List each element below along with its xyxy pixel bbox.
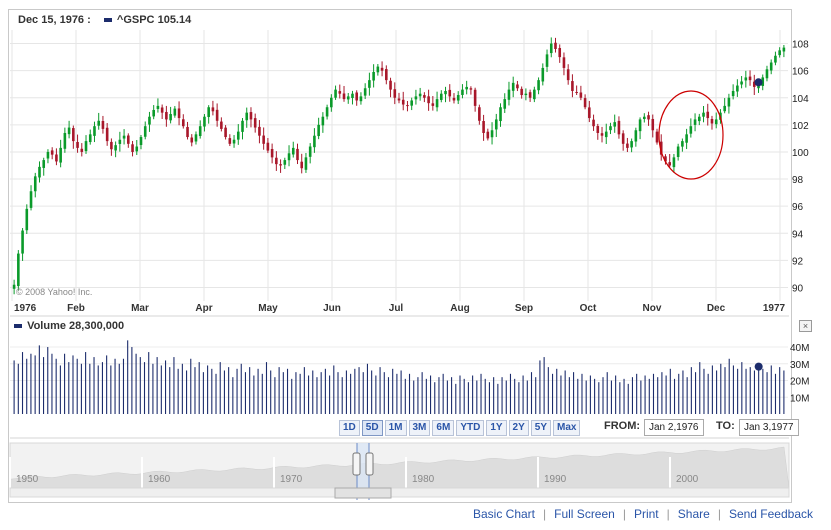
series-symbol: ^GSPC <box>116 14 155 26</box>
footer-separator: | <box>622 507 626 521</box>
footer-link-share[interactable]: Share <box>677 507 710 521</box>
price-y-tick-label: 90 <box>792 283 804 294</box>
footer-link-basic-chart[interactable]: Basic Chart <box>472 507 536 521</box>
volume-label: Volume <box>27 320 66 332</box>
price-y-tick-label: 104 <box>792 94 809 105</box>
close-volume-button[interactable]: × <box>799 320 812 332</box>
range-button-max[interactable]: Max <box>553 420 581 436</box>
footer-links: Basic Chart | Full Screen | Print | Share | Send… <box>473 507 813 521</box>
range-button-3m[interactable]: 3M <box>408 420 431 436</box>
range-button-ytd[interactable]: YTD <box>456 420 485 436</box>
price-y-tick-label: 94 <box>792 229 804 240</box>
from-date-field[interactable]: Jan 2,1976 <box>644 419 704 436</box>
footer-separator: | <box>717 507 721 521</box>
price-y-tick-label: 108 <box>792 40 809 51</box>
footer-link-print[interactable]: Print <box>633 507 659 521</box>
range-button-6m[interactable]: 6M <box>432 420 455 436</box>
footer-separator: | <box>666 507 670 521</box>
footer-separator: | <box>543 507 547 521</box>
volume-y-tick-label: 10M <box>790 393 809 404</box>
footer-link-full-screen[interactable]: Full Screen <box>554 507 615 521</box>
volume-y-ticks: 10M 20M 30M 40M <box>790 343 809 404</box>
from-label: FROM: <box>604 420 641 432</box>
hover-date: Dec 15, 1976 : <box>18 14 91 26</box>
price-y-tick-label: 92 <box>792 256 804 267</box>
range-selector: 1D 5D 1M 3M 6M YTD 1Y 2Y 5Y Max <box>339 420 582 436</box>
volume-value: 28,300,000 <box>69 320 125 332</box>
footer-link-send-feedback[interactable]: Send Feedback <box>728 507 813 521</box>
volume-y-tick-label: 20M <box>790 377 809 388</box>
series-swatch <box>103 18 112 23</box>
range-button-1m[interactable]: 1M <box>384 420 407 436</box>
price-y-tick-label: 96 <box>792 202 804 213</box>
price-y-ticks: 90 92 94 96 98 100 102 104 106 108 <box>792 40 809 295</box>
range-button-1d[interactable]: 1D <box>339 420 360 436</box>
price-y-tick-label: 102 <box>792 121 809 132</box>
range-button-2y[interactable]: 2Y <box>508 420 529 436</box>
chart-header: Dec 15, 1976 : ^GSPC 105.14 <box>18 14 191 26</box>
to-date-field[interactable]: Jan 3,1977 <box>739 419 799 436</box>
price-y-tick-label: 106 <box>792 67 809 78</box>
series-value: 105.14 <box>157 14 192 26</box>
volume-y-tick-label: 40M <box>790 343 809 354</box>
volume-y-tick-label: 30M <box>790 360 809 371</box>
range-button-5d[interactable]: 5D <box>361 420 383 436</box>
range-button-5y[interactable]: 5Y <box>530 420 552 436</box>
volume-header: Volume 28,300,000 <box>14 320 124 332</box>
price-y-tick-label: 100 <box>792 148 809 159</box>
to-label: TO: <box>716 420 735 432</box>
volume-swatch <box>14 324 22 329</box>
range-button-1y[interactable]: 1Y <box>486 420 507 436</box>
price-y-tick-label: 98 <box>792 175 804 186</box>
